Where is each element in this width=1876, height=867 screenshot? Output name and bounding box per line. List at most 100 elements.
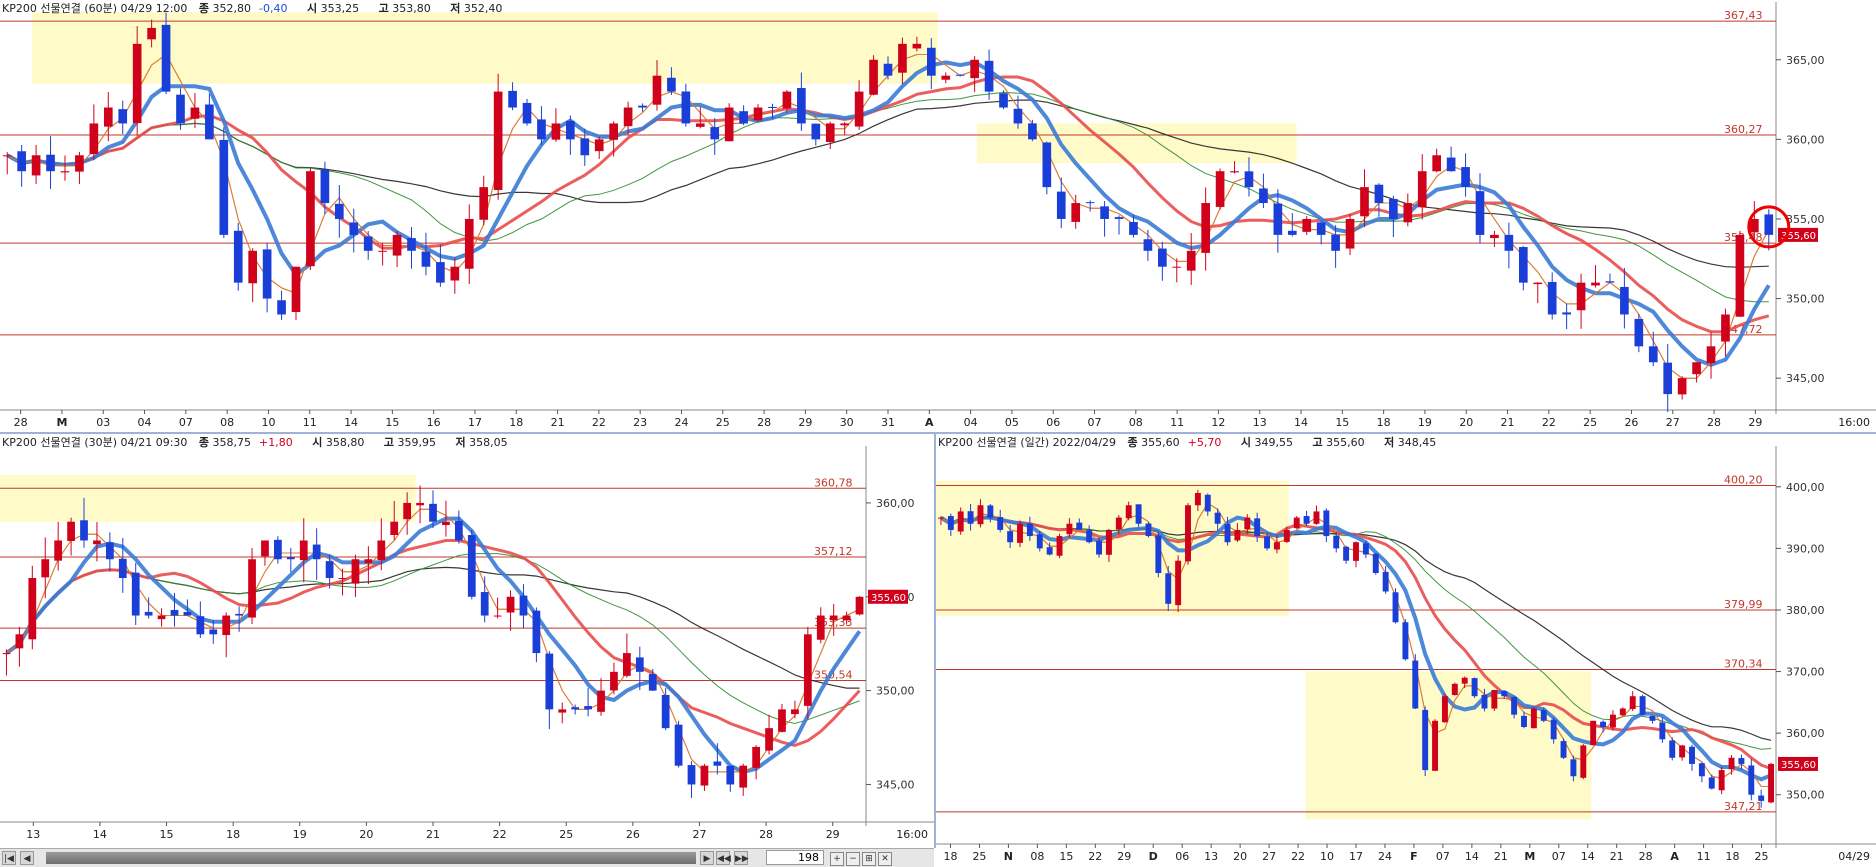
high-label: 고: [1312, 436, 1323, 449]
x-tick-label: 11: [1697, 850, 1711, 863]
candle: [687, 765, 696, 785]
low-label: 저: [1384, 436, 1395, 449]
candle: [390, 521, 399, 535]
scroll-track[interactable]: [46, 852, 696, 864]
candle: [522, 102, 532, 124]
open-value: 358,80: [325, 436, 365, 449]
candle: [1254, 518, 1261, 537]
candle: [1392, 592, 1399, 623]
x-tick-label: 10: [261, 416, 275, 429]
candle: [1547, 281, 1557, 315]
fit-icon[interactable]: ⊞: [862, 852, 876, 866]
candle: [1165, 573, 1172, 604]
candle: [1422, 709, 1429, 771]
candle: [1042, 142, 1052, 188]
candle: [274, 539, 282, 560]
candle: [811, 123, 821, 140]
bars-count-input[interactable]: 198: [766, 850, 824, 865]
candle: [378, 250, 387, 252]
candle: [1316, 222, 1326, 235]
candle: [726, 765, 735, 785]
candle: [1639, 696, 1646, 715]
scroll-right-button[interactable]: ▶: [700, 851, 714, 865]
candle: [1590, 720, 1597, 746]
candle: [1634, 318, 1644, 347]
chart-svg-daily[interactable]: 350,00 360,00 370,00 380,00 390,00 400,00 400,…: [936, 434, 1876, 866]
scroll-left-button[interactable]: ◀: [20, 851, 34, 865]
candle: [416, 502, 424, 506]
candle: [15, 634, 24, 649]
candle: [652, 75, 662, 105]
candle: [1303, 516, 1310, 524]
chart-svg-60min[interactable]: 345,00 350,00 355,00 360,00 365,00 367,43 360,…: [0, 0, 1876, 432]
candle: [1230, 171, 1239, 173]
candle: [623, 107, 633, 127]
scroll-next-button[interactable]: ▶▶: [734, 851, 749, 865]
zoom-controls[interactable]: + − ⊞ ✕: [830, 851, 894, 866]
candle: [1481, 694, 1488, 709]
high-value: 353,80: [392, 2, 431, 15]
candle: [609, 123, 618, 140]
candle: [46, 154, 55, 172]
candle: [1360, 187, 1369, 217]
chart-panel-daily[interactable]: KP200 선물연결 (일간) 2022/04/29 종 355,60 +5,70…: [936, 434, 1876, 866]
ma-line-60: [6, 60, 1771, 368]
candle: [479, 187, 489, 220]
candle: [1145, 523, 1152, 537]
candle: [623, 653, 631, 676]
open-label: 시: [307, 2, 318, 15]
highlight-zone: [1305, 671, 1592, 820]
close-icon[interactable]: ✕: [878, 852, 892, 866]
candle: [1504, 234, 1514, 251]
scroll-first-button[interactable]: |◀: [2, 851, 16, 865]
candle: [970, 59, 979, 79]
chart-panel-30min[interactable]: KP200 선물연결 (30분) 04/21 09:30 종 358,75 +1,…: [0, 434, 936, 848]
candle: [842, 615, 851, 621]
low-label: 저: [455, 436, 466, 449]
candle: [1036, 534, 1043, 549]
candle: [205, 104, 214, 140]
x-tick-label: 15: [1059, 850, 1073, 863]
candle: [464, 218, 474, 269]
candle: [2, 653, 11, 655]
zoom-in-icon[interactable]: +: [830, 852, 844, 866]
candle: [1185, 505, 1191, 562]
candle: [493, 615, 502, 617]
candle: [816, 615, 825, 640]
zoom-out-icon[interactable]: −: [846, 852, 860, 866]
candle: [545, 653, 554, 710]
candle: [442, 521, 450, 526]
candle: [571, 707, 580, 710]
x-tick-label: 20: [359, 828, 373, 841]
y-tick-label: 380,00: [1786, 604, 1825, 617]
candle: [1125, 505, 1132, 519]
high-label: 고: [378, 2, 389, 15]
x-tick-label: 21: [1610, 850, 1624, 863]
candle: [1100, 206, 1109, 219]
candle: [803, 634, 812, 706]
candle: [131, 572, 140, 616]
candle: [17, 151, 26, 172]
candle: [1501, 691, 1508, 697]
candle: [407, 238, 416, 251]
chart-scrollbar[interactable]: |◀ ◀ ▶ ◀◀ ▶▶ 198 + − ⊞ ✕: [0, 848, 934, 867]
candle: [855, 596, 864, 615]
candle: [41, 559, 50, 578]
chart-svg-30min[interactable]: 345,00350,00355,00360,00360,78357,12353,…: [0, 434, 934, 848]
candle: [219, 139, 229, 235]
change-value: +1,80: [259, 436, 293, 449]
candle: [1560, 741, 1567, 758]
candle: [594, 139, 604, 152]
x-tick-label: 07: [1436, 850, 1450, 863]
candle: [1372, 553, 1379, 574]
candle: [1343, 546, 1350, 561]
candle: [984, 60, 994, 92]
scroll-prev-button[interactable]: ◀◀: [716, 851, 731, 865]
candle: [170, 609, 179, 616]
candle: [724, 107, 734, 142]
candle: [1600, 721, 1607, 727]
chart-panel-60min[interactable]: KP200 선물연결 (60분) 04/29 12:00 종 352,80 -0,…: [0, 0, 1876, 434]
x-tick-label: 25: [1755, 850, 1769, 863]
low-label: 저: [450, 2, 461, 15]
x-tick-label: 22: [592, 416, 606, 429]
